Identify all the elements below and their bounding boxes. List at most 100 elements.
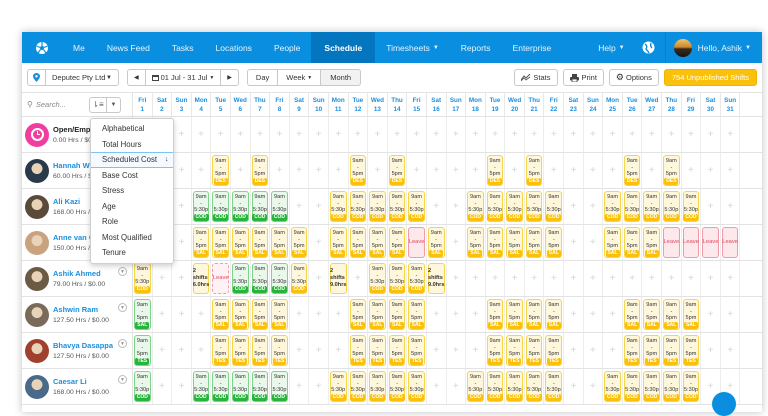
add-shift-plus-icon[interactable]: +	[276, 165, 283, 176]
add-shift-plus-icon[interactable]: +	[688, 129, 694, 140]
shift-block[interactable]: 9am -5pm DES	[525, 155, 543, 186]
shift-block[interactable]: 9am -5:30p COD	[231, 263, 249, 294]
shift-block[interactable]: 9am -5pm SAL	[623, 299, 641, 330]
options-button[interactable]: ⚙ Options	[608, 69, 659, 86]
nav-people[interactable]: People	[263, 32, 311, 63]
day-cell[interactable]: 9am -5:30p COD	[525, 189, 545, 224]
day-cell[interactable]: 9am -5pm SAL	[368, 297, 388, 332]
day-cell[interactable]: 9am -5pm TES	[623, 333, 643, 368]
shift-block[interactable]: 9am -5pm TES	[251, 335, 269, 366]
day-cell[interactable]: +	[584, 369, 604, 404]
shift-block[interactable]: 9am -5:30p COD	[545, 371, 563, 402]
add-shift-plus-icon[interactable]: +	[727, 129, 734, 140]
day-header[interactable]: Tue 5	[211, 93, 231, 116]
shift-block[interactable]: 9am -5pm DES	[663, 155, 680, 186]
shift-block[interactable]: 9am -5:30p COD	[486, 371, 504, 402]
day-cell[interactable]: 9am -5pm DES	[251, 153, 271, 188]
print-button[interactable]: Print	[562, 69, 604, 86]
day-cell[interactable]: +	[309, 369, 329, 404]
day-cell[interactable]: 9am -5pm DES	[349, 153, 369, 188]
shift-block[interactable]: 9am -5pm SAL	[369, 227, 386, 258]
shift-block[interactable]: 9am -5pm TES	[506, 335, 523, 366]
add-shift-plus-icon[interactable]: +	[570, 309, 577, 320]
add-shift-plus-icon[interactable]: +	[315, 165, 322, 176]
day-cell[interactable]: 9am -5pm SAL	[231, 297, 251, 332]
shift-block[interactable]: 9am -5:30p COD	[212, 371, 229, 402]
add-shift-plus-icon[interactable]: +	[178, 201, 185, 212]
add-shift-plus-icon[interactable]: +	[648, 165, 655, 176]
add-shift-plus-icon[interactable]: +	[492, 129, 498, 140]
add-shift-plus-icon[interactable]: +	[315, 273, 322, 284]
day-cell[interactable]: +	[564, 369, 584, 404]
day-header[interactable]: Thu 7	[251, 93, 271, 116]
employee-avatar[interactable]	[25, 158, 49, 183]
add-shift-plus-icon[interactable]: +	[570, 273, 577, 284]
shift-block[interactable]: 9am -5pm TES	[369, 335, 386, 366]
day-header[interactable]: Sun 10	[309, 93, 329, 116]
day-header[interactable]: Sat 30	[701, 93, 721, 116]
multi-shift-block[interactable]: 2 shifts 9.0hrs	[427, 263, 445, 294]
add-shift-plus-icon[interactable]: +	[707, 129, 714, 140]
day-cell[interactable]: +	[349, 117, 369, 152]
add-shift-plus-icon[interactable]: +	[590, 201, 596, 212]
day-cell[interactable]: 9am -5pm SAL	[505, 297, 525, 332]
day-cell[interactable]: +	[623, 117, 643, 152]
add-shift-plus-icon[interactable]: +	[178, 345, 185, 356]
shift-block[interactable]: 9am -5:30p COD	[134, 371, 151, 402]
shift-block[interactable]: 9am -5pm DES	[623, 155, 641, 186]
shift-block[interactable]: 9am -5:30p COD	[369, 191, 386, 222]
day-cell[interactable]: 9am -5:30p COD	[603, 369, 623, 404]
day-header[interactable]: Mon 18	[466, 93, 486, 116]
add-shift-plus-icon[interactable]: +	[511, 273, 518, 284]
day-cell[interactable]: 9am -5pm TES	[349, 333, 369, 368]
sort-option-total-hours[interactable]: Total Hours	[91, 137, 173, 153]
add-shift-plus-icon[interactable]: +	[648, 273, 655, 284]
add-shift-plus-icon[interactable]: +	[570, 129, 577, 140]
shift-block[interactable]: 9am -5:30p COD	[525, 371, 543, 402]
shift-block[interactable]: 9am -5:30p COD	[643, 371, 661, 402]
view-day-button[interactable]: Day	[246, 69, 279, 86]
add-shift-plus-icon[interactable]: +	[296, 309, 302, 320]
day-cell[interactable]: 9am -5:30p COD	[251, 261, 271, 296]
day-cell[interactable]: Leave	[211, 261, 231, 296]
add-shift-plus-icon[interactable]: +	[198, 309, 204, 320]
add-shift-plus-icon[interactable]: +	[609, 129, 616, 140]
add-shift-plus-icon[interactable]: +	[590, 237, 596, 248]
day-cell[interactable]: 9am -5pm SAL	[642, 225, 663, 260]
day-cell[interactable]: +	[192, 297, 212, 332]
shift-block[interactable]: 9am -5pm SAL	[212, 299, 229, 330]
day-cell[interactable]: +	[486, 117, 506, 152]
day-cell[interactable]: 9am -5pm SAL	[544, 297, 565, 332]
add-shift-plus-icon[interactable]: +	[727, 345, 734, 356]
employee-avatar[interactable]	[25, 266, 49, 291]
shift-block[interactable]: 9am -5pm SAL	[623, 227, 641, 258]
day-cell[interactable]: +	[466, 117, 486, 152]
day-cell[interactable]: 9am -5pm SAL	[251, 297, 271, 332]
day-cell[interactable]: 9am -5pm TES	[407, 333, 427, 368]
add-shift-plus-icon[interactable]: +	[198, 345, 204, 356]
day-cell[interactable]: +	[290, 189, 310, 224]
day-cell[interactable]: +	[662, 261, 682, 296]
add-shift-plus-icon[interactable]: +	[178, 309, 185, 320]
shift-block[interactable]: 9am -5:30p COD	[408, 191, 425, 222]
day-cell[interactable]: 9am -5:30p COD	[407, 369, 427, 404]
add-shift-plus-icon[interactable]: +	[648, 129, 655, 140]
shift-block[interactable]: 9am -5pm TES	[231, 335, 249, 366]
day-cell[interactable]: +	[270, 117, 290, 152]
add-shift-plus-icon[interactable]: +	[335, 129, 342, 140]
day-cell[interactable]: +	[309, 261, 329, 296]
shift-block[interactable]: 9am -5pm SAL	[604, 227, 621, 258]
day-header[interactable]: Sat 2	[153, 93, 173, 116]
leave-block[interactable]: Leave	[682, 227, 700, 258]
day-cell[interactable]: 9am -5pm SAL	[211, 297, 231, 332]
shift-block[interactable]: 9am -5:30p COD	[506, 191, 523, 222]
day-cell[interactable]: 9am -5pm SAL	[270, 225, 290, 260]
day-cell[interactable]: +	[466, 153, 486, 188]
add-shift-plus-icon[interactable]: +	[550, 165, 557, 176]
day-cell[interactable]: 9am -5:30p COD	[349, 189, 369, 224]
day-cell[interactable]: 9am -5:30p COD	[270, 369, 290, 404]
add-shift-plus-icon[interactable]: +	[335, 345, 342, 356]
day-cell[interactable]: 9am -5pm SAL	[662, 297, 682, 332]
day-cell[interactable]: +	[447, 189, 467, 224]
day-cell[interactable]: +	[172, 225, 192, 260]
